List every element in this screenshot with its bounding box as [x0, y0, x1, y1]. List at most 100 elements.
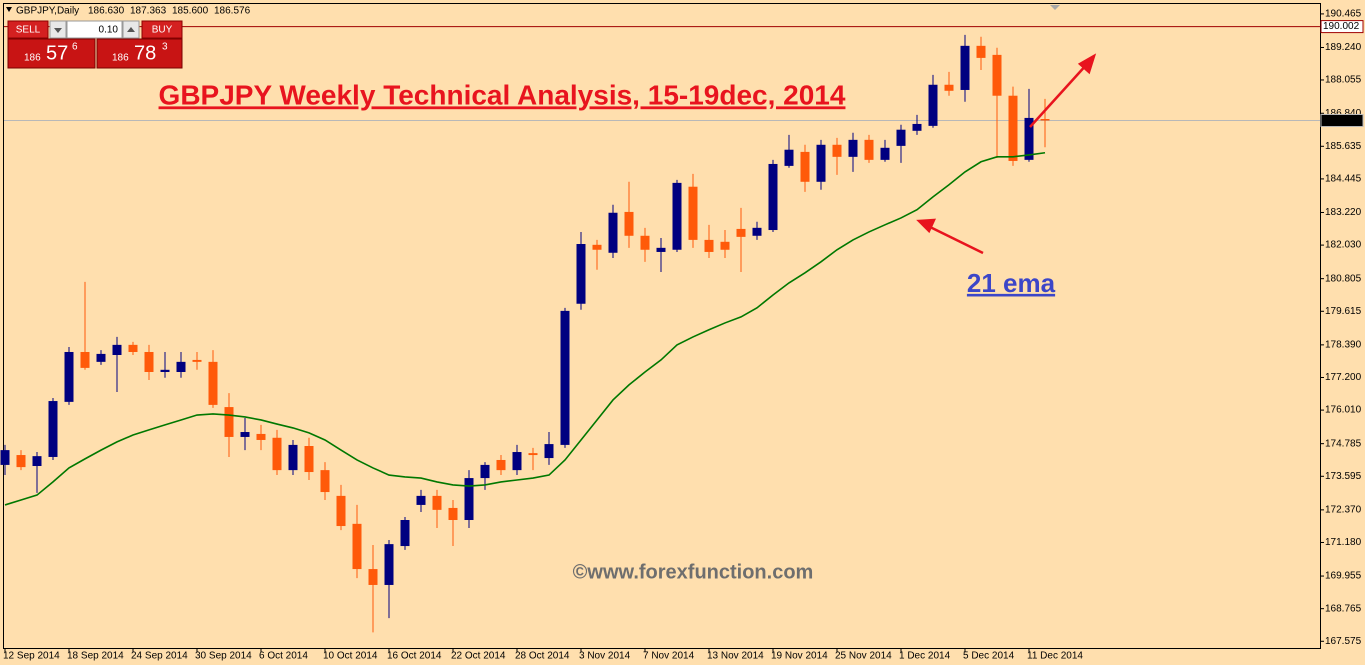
x-tick-label: 13 Nov 2014 [707, 651, 764, 662]
lot-input[interactable] [66, 20, 123, 39]
down-arrow [54, 28, 62, 33]
candle-body [944, 84, 954, 91]
symbol: GBPJPY,Daily [16, 6, 79, 17]
candle-body [704, 239, 714, 252]
arrows [916, 53, 1097, 255]
candle-body [160, 369, 170, 372]
y-tick-label: 188.055 [1325, 75, 1362, 86]
x-tick-label: 3 Nov 2014 [579, 651, 631, 662]
candle-body [896, 129, 906, 146]
candle-body [128, 344, 138, 352]
x-tick-label: 25 Nov 2014 [835, 651, 892, 662]
candle-body [832, 144, 842, 157]
price-label-box [1320, 113, 1364, 127]
y-tick-label: 189.240 [1325, 42, 1362, 53]
trade-panel: SELL 0.10 BUY 186 57 6 186 78 3 [7, 20, 183, 69]
ohlc-close: 186.576 [214, 6, 251, 17]
up-arrow-head [1077, 53, 1097, 75]
candle-body [768, 163, 778, 231]
x-tick-label: 22 Oct 2014 [451, 651, 506, 662]
candle-body [816, 144, 826, 182]
x-tick-label: 18 Sep 2014 [67, 651, 124, 662]
candle-body [144, 351, 154, 372]
ohlc-high: 187.363 [130, 6, 167, 17]
candle-body [416, 495, 426, 505]
y-tick-label: 183.220 [1325, 207, 1362, 218]
up-arrow-line [1029, 62, 1089, 128]
candle-body [16, 455, 26, 468]
buy-label: BUY [152, 25, 173, 36]
ema-annotation: 21 ema [967, 268, 1056, 298]
marks [0, 26, 1320, 633]
candle-body [368, 569, 378, 585]
candle-body [992, 54, 1002, 96]
buy-price-pips: 78 [134, 42, 156, 64]
candle-body [496, 459, 506, 471]
candle-body [272, 437, 282, 471]
candle-body [864, 139, 874, 160]
x-tick-label: 5 Dec 2014 [963, 651, 1015, 662]
candle-body [656, 247, 666, 252]
y-tick-label: 185.635 [1325, 141, 1362, 152]
y-tick-label: 168.765 [1325, 603, 1362, 614]
candle-body [784, 149, 794, 166]
candle-body [928, 84, 938, 126]
candle-body [64, 351, 74, 402]
candle-body [1024, 117, 1034, 160]
candle-body [304, 446, 314, 473]
y-tick-label: 172.370 [1325, 505, 1362, 516]
candle-body [544, 444, 554, 459]
y-tick-label: 174.785 [1325, 438, 1362, 449]
candle-body [240, 432, 250, 437]
candle-body [912, 123, 922, 131]
candle-body [1040, 119, 1050, 121]
watermark: ©www.forexfunction.com [573, 561, 814, 583]
candle-body [288, 444, 298, 471]
candle-body [112, 344, 122, 356]
y-tick-label: 190.465 [1325, 9, 1362, 20]
ohlc-low: 185.600 [172, 6, 209, 17]
sell-label: SELL [16, 25, 41, 36]
candle-body [736, 228, 746, 237]
ohlc-open: 186.630 [88, 6, 125, 17]
x-tick-label: 1 Dec 2014 [899, 651, 951, 662]
y-tick-label: 167.575 [1325, 636, 1362, 647]
candle-body [688, 186, 698, 240]
shift-marker [1050, 5, 1060, 10]
candle-body [976, 45, 986, 58]
sell-price-box[interactable] [7, 38, 96, 69]
candle-body [256, 433, 266, 440]
header-icon [6, 7, 12, 12]
x-tick-label: 30 Sep 2014 [195, 651, 252, 662]
y-tick-label: 179.615 [1325, 306, 1362, 317]
buy-price-box[interactable] [96, 38, 183, 69]
y-tick-label: 180.805 [1325, 273, 1362, 284]
candle-body [400, 520, 410, 547]
ema-arrow-line [927, 224, 984, 255]
candle-body [208, 361, 218, 405]
x-tick-label: 10 Oct 2014 [323, 651, 378, 662]
candle-body [352, 523, 362, 570]
sell-price-big-figure: 186 [24, 53, 41, 64]
y-tick-label: 178.390 [1325, 340, 1362, 351]
candle-body [80, 351, 90, 368]
x-tick-label: 7 Nov 2014 [643, 651, 695, 662]
x-tick-label: 16 Oct 2014 [387, 651, 442, 662]
ema-arrow-head [916, 218, 937, 234]
candle-body [0, 450, 10, 465]
buy-price-big-figure: 186 [112, 53, 129, 64]
x-tick-label: 19 Nov 2014 [771, 651, 828, 662]
y-tick-label: 176.010 [1325, 405, 1362, 416]
y-tick-label: 177.200 [1325, 372, 1362, 383]
buy-button[interactable] [141, 20, 183, 39]
candle-body [560, 310, 570, 445]
y-tick-label: 169.955 [1325, 571, 1362, 582]
candle-body [624, 211, 634, 236]
up-arrow [127, 27, 135, 32]
x-tick-label: 6 Oct 2014 [259, 651, 308, 662]
candle-body [320, 470, 330, 493]
ema-line [4, 151, 1046, 506]
candle-body [752, 227, 762, 236]
sell-button[interactable] [7, 20, 49, 39]
candle-body [640, 235, 650, 250]
